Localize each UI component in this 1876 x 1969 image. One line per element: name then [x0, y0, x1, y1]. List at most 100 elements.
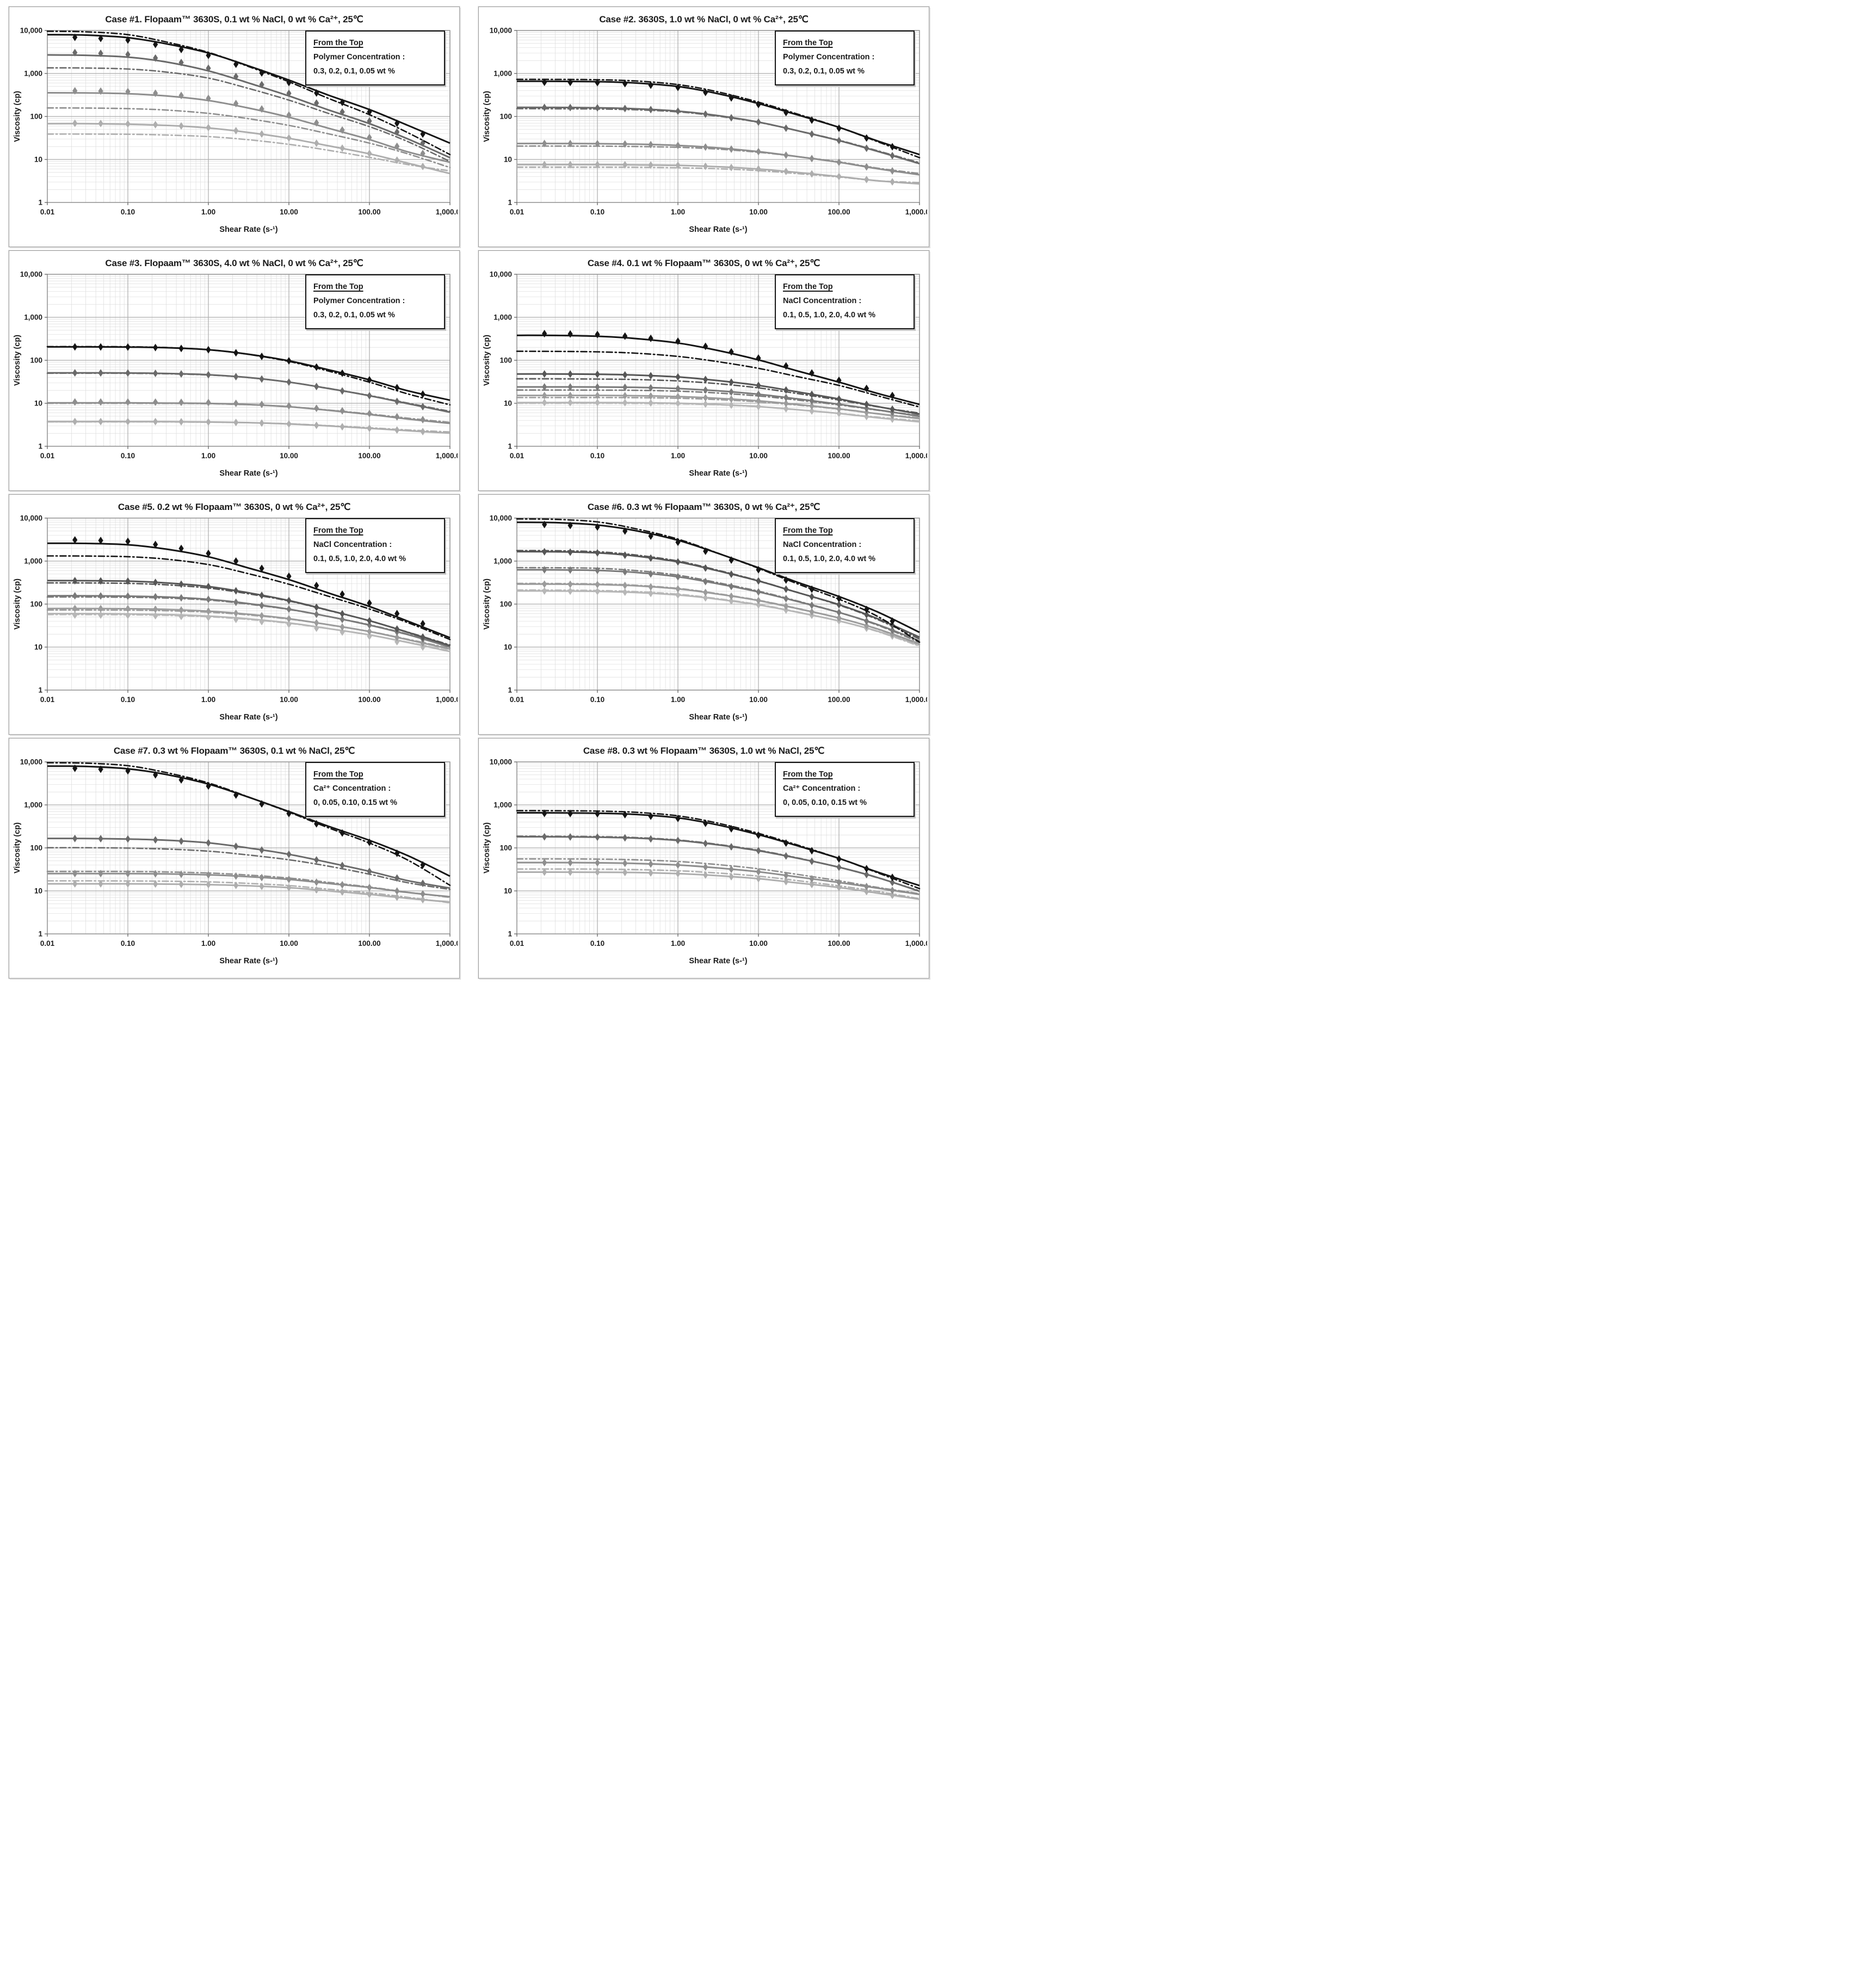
- x-tick-label: 100.00: [828, 939, 850, 947]
- y-tick-label: 10,000: [490, 27, 512, 35]
- x-tick-label: 100.00: [358, 696, 380, 704]
- x-tick-label: 1,000.00: [905, 696, 927, 704]
- series-0.05-dashdot-line: [46, 133, 451, 172]
- legend-values-line: 0.3, 0.2, 0.1, 0.05 wt %: [313, 310, 395, 319]
- chart-title: Case #6. 0.3 wt % Flopaam™ 3630S, 0 wt %…: [587, 502, 820, 512]
- chart-panel-case-1: Case #1. Flopaam™ 3630S, 0.1 wt % NaCl, …: [8, 6, 460, 248]
- y-tick-label: 100: [30, 113, 42, 121]
- x-tick-label: 1,000.00: [436, 452, 458, 460]
- series-0.3-solid-line: [47, 346, 451, 401]
- x-tick-label: 1.00: [671, 696, 685, 704]
- x-tick-label: 0.10: [121, 939, 135, 947]
- x-axis-title: Shear Rate (s-¹): [689, 713, 747, 722]
- y-axis-title: Viscosity (cp): [483, 579, 491, 630]
- y-tick-label: 100: [30, 844, 42, 852]
- series-0-markers: [72, 764, 425, 869]
- chart-panel-case-6: Case #6. 0.3 wt % Flopaam™ 3630S, 0 wt %…: [478, 494, 930, 735]
- x-axis-title: Shear Rate (s-¹): [689, 225, 747, 234]
- series-0.5-markers: [72, 576, 425, 641]
- chart-panel-case-5: Case #5. 0.2 wt % Flopaam™ 3630S, 0 wt %…: [8, 494, 460, 735]
- chart-panel-case-7: Case #7. 0.3 wt % Flopaam™ 3630S, 0.1 wt…: [8, 737, 460, 979]
- legend-values-line: 0.3, 0.2, 0.1, 0.05 wt %: [783, 66, 865, 76]
- series-0.15-solid-line: [47, 883, 451, 903]
- series-0.1-dashdot-line: [516, 350, 921, 408]
- x-axis-ticks: 0.01 0.10 1.00 10.00 100.00 1,000.00: [40, 202, 459, 216]
- x-tick-label: 1,000.00: [905, 208, 927, 216]
- x-tick-label: 1.00: [671, 939, 685, 947]
- series-0.1-solid-line: [47, 402, 451, 424]
- x-tick-label: 0.01: [510, 452, 524, 460]
- y-tick-label: 10: [34, 887, 42, 895]
- y-tick-label: 1: [38, 442, 42, 451]
- series-4.0-solid-line: [47, 612, 451, 653]
- series-0.10-dashdot-line: [516, 858, 921, 895]
- chart-plot-area: 0.01 0.10 1.00 10.00 100.00 1,000.00 1 10 100 1,0…: [481, 758, 929, 974]
- legend-heading: From the Top: [313, 282, 363, 291]
- x-tick-label: 1,000.00: [436, 939, 458, 947]
- x-tick-label: 0.01: [40, 696, 55, 704]
- x-tick-label: 0.01: [510, 696, 524, 704]
- y-tick-label: 100: [499, 600, 512, 608]
- y-tick-label: 10: [504, 643, 512, 651]
- x-tick-label: 10.00: [749, 452, 768, 460]
- chart-legend: From the Top NaCl Concentration : 0.1, 0.5…: [775, 274, 915, 330]
- series-0.05-markers: [72, 119, 425, 170]
- x-axis-ticks: 0.01 0.10 1.00 10.00 100.00 1,000.00: [40, 934, 459, 947]
- legend-heading: From the Top: [313, 526, 363, 535]
- series-0-solid-line: [47, 765, 451, 877]
- chart-panel-case-3: Case #3. Flopaam™ 3630S, 4.0 wt % NaCl, …: [8, 250, 460, 491]
- x-tick-label: 0.10: [121, 208, 135, 216]
- x-tick-label: 0.01: [510, 208, 524, 216]
- x-tick-label: 100.00: [358, 939, 380, 947]
- series-0.2-solid-line: [516, 106, 920, 165]
- y-tick-label: 10: [34, 156, 42, 164]
- y-axis-ticks: 1 10 100 1,000 10,000: [20, 27, 47, 207]
- x-tick-label: 0.10: [590, 208, 604, 216]
- y-tick-label: 1: [508, 686, 512, 694]
- x-axis-title: Shear Rate (s-¹): [689, 469, 747, 478]
- x-axis-title: Shear Rate (s-¹): [219, 469, 277, 478]
- series-0.15-markers: [72, 880, 425, 904]
- series-2.0-markers: [72, 605, 425, 647]
- y-tick-label: 1: [508, 930, 512, 938]
- y-tick-label: 100: [499, 356, 512, 365]
- x-tick-label: 0.10: [590, 939, 604, 947]
- y-axis-title: Viscosity (cp): [13, 91, 22, 142]
- x-axis-ticks: 0.01 0.10 1.00 10.00 100.00 1,000.00: [40, 690, 459, 704]
- chart-plot-area: 0.01 0.10 1.00 10.00 100.00 1,000.00 1 10 100 1,0…: [11, 26, 459, 242]
- y-tick-label: 1,000: [24, 801, 42, 809]
- y-tick-label: 10: [34, 643, 42, 651]
- series-0.1-markers: [72, 87, 425, 157]
- y-tick-label: 1,000: [493, 70, 512, 78]
- series-0.3-markers: [72, 33, 425, 138]
- legend-values-line: 0.1, 0.5, 1.0, 2.0, 4.0 wt %: [783, 554, 876, 563]
- series-4.0-solid-line: [516, 590, 920, 647]
- y-tick-label: 1,000: [24, 313, 42, 322]
- series-0.05-solid-line: [516, 163, 920, 185]
- series-0.1-solid-line: [516, 334, 920, 405]
- series-1.0-solid-line: [516, 569, 920, 642]
- chart-legend: From the Top Polymer Concentration : 0.3, …: [775, 30, 915, 86]
- chart-legend: From the Top NaCl Concentration : 0.1, 0.5…: [305, 518, 445, 574]
- y-axis-title: Viscosity (cp): [483, 822, 491, 873]
- legend-heading: From the Top: [313, 39, 363, 47]
- series-0.15-dashdot-line: [516, 868, 921, 900]
- legend-heading: From the Top: [783, 770, 833, 779]
- series-0.1-solid-line: [47, 92, 451, 163]
- y-tick-label: 10: [34, 399, 42, 408]
- series-0.5-solid-line: [47, 580, 451, 647]
- viscosity-case-grid: Case #1. Flopaam™ 3630S, 0.1 wt % NaCl, …: [0, 0, 938, 987]
- series-0.3-markers: [72, 343, 425, 398]
- y-axis-ticks: 1 10 100 1,000 10,000: [490, 514, 517, 694]
- chart-title: Case #8. 0.3 wt % Flopaam™ 3630S, 1.0 wt…: [583, 746, 825, 756]
- x-tick-label: 10.00: [749, 696, 768, 704]
- x-tick-label: 0.01: [510, 939, 524, 947]
- series-0.3-solid-line: [516, 80, 920, 156]
- series-0.10-markers: [72, 870, 425, 898]
- series-0.10-solid-line: [47, 872, 451, 898]
- chart-plot-area: 0.01 0.10 1.00 10.00 100.00 1,000.00 1 10 100 1,0…: [11, 514, 459, 730]
- chart-title: Case #4. 0.1 wt % Flopaam™ 3630S, 0 wt %…: [587, 258, 820, 268]
- y-tick-label: 10: [504, 887, 512, 895]
- x-tick-label: 100.00: [358, 452, 380, 460]
- x-tick-label: 10.00: [749, 208, 768, 216]
